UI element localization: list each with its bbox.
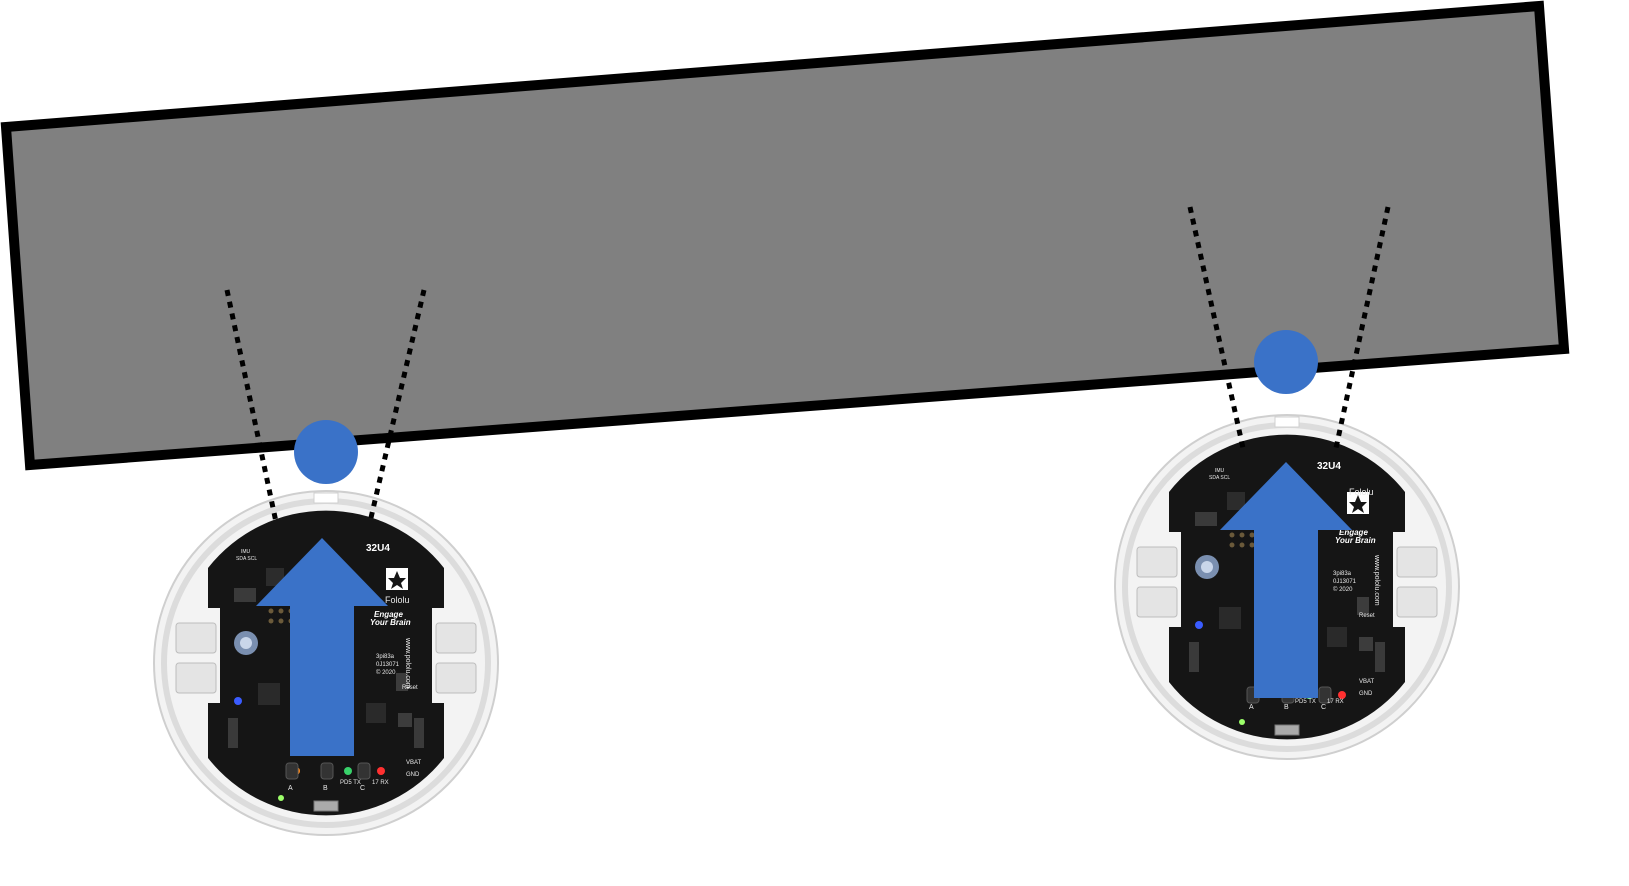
board-button-c-label: C <box>1321 704 1326 711</box>
board-rx-label: 17 RX <box>1327 699 1344 705</box>
board-pd5tx-label: PD5 TX <box>340 780 361 786</box>
board-reset-label: Reset <box>1359 613 1375 619</box>
board-model-label: 32U4 <box>366 543 390 554</box>
board-part-line1: 3pi83a <box>376 654 395 660</box>
board-button-a-label: A <box>1249 704 1254 711</box>
right-robot: 32U4 Fololu Engage Your Brain www.pololu… <box>1115 415 1459 759</box>
left-robot-sensor-ray-left <box>224 289 279 523</box>
board-vbat-label: VBAT <box>1359 679 1375 685</box>
board-button-a-label: A <box>288 785 293 792</box>
board-model-label: 32U4 <box>1317 461 1341 472</box>
board-brand-label: Fololu <box>385 595 410 605</box>
board-rx-label: 17 RX <box>372 780 389 786</box>
left-robot: 32U4 Fololu Engage Your Brain www.pololu… <box>154 491 498 835</box>
board-vbat-label: VBAT <box>406 760 422 766</box>
board-button-c-label: C <box>360 785 365 792</box>
right-robot-sensor-ray-left <box>1187 206 1246 449</box>
board-part-line3: © 2020 <box>1333 586 1353 593</box>
right-robot-contact-circle-icon <box>1254 330 1318 394</box>
board-slogan-line2: Your Brain <box>370 618 411 627</box>
right-robot-heading-arrow-icon <box>1220 462 1352 698</box>
right-robot-sensor-ray-right <box>1333 206 1391 449</box>
board-pd5tx-label: PD5 TX <box>1295 699 1316 705</box>
board-button-b-label: B <box>323 785 328 792</box>
board-sda-label: SDA SCL <box>236 556 257 562</box>
board-website-label: www.pololu.com <box>404 637 411 689</box>
left-robot-heading-arrow-icon <box>256 538 388 756</box>
board-slogan-line1: Engage <box>1339 528 1368 537</box>
board-website-label: www.pololu.com <box>1373 554 1380 606</box>
wall <box>0 0 1570 471</box>
board-imu-label: IMU <box>241 549 251 555</box>
left-robot-sensor-ray-right <box>367 289 427 523</box>
board-part-line2: 0J13071 <box>376 662 400 668</box>
board-slogan-line1: Engage <box>374 610 403 619</box>
board-imu-label: IMU <box>1215 468 1225 474</box>
board-gnd-label: GND <box>406 772 420 778</box>
board-gnd-label: GND <box>1359 691 1373 697</box>
board-reset-label: Reset <box>402 685 418 691</box>
board-part-line2: 0J13071 <box>1333 579 1357 585</box>
board-part-line1: 3pi83a <box>1333 571 1352 577</box>
board-brand-label: Fololu <box>1349 487 1374 497</box>
board-button-b-label: B <box>1284 704 1289 711</box>
left-robot-contact-circle-icon <box>294 420 358 484</box>
board-slogan-line2: Your Brain <box>1335 536 1376 545</box>
board-sda-label: SDA SCL <box>1209 475 1230 481</box>
board-part-line3: © 2020 <box>376 669 396 676</box>
